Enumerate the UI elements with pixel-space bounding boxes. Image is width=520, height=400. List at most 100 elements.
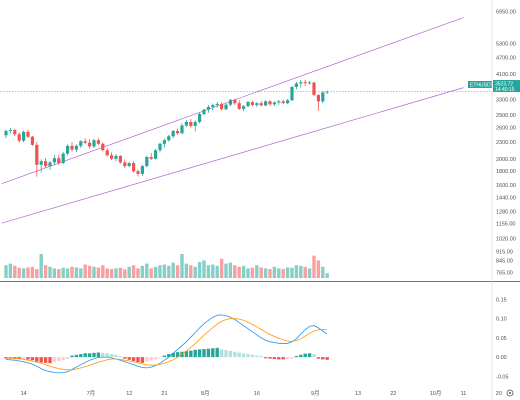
volume-bar [290,267,294,278]
time-axis[interactable]: 14 7月 12 21 8月 16 9月 13 22 10月 11 20 [21,390,502,397]
macd-histogram-bar [193,349,197,358]
candle-body [13,130,17,135]
macd-histogram-bar [294,355,299,358]
time-tick-label: 13 [355,391,361,397]
volume-bar [277,268,281,278]
volume-bar [61,267,65,278]
time-tick-label: 20 [496,391,502,397]
volume-bar [52,268,57,278]
volume-bar [303,266,307,278]
candle-body [39,161,43,165]
macd-histogram-bar [299,354,303,358]
signal-line [5,318,328,371]
macd-tick-label: 0.15 [496,298,507,304]
gear-icon[interactable] [506,389,514,397]
price-tick-label: 2300.00 [496,140,516,146]
candle-body [136,171,140,174]
volume-bar [312,255,316,278]
volume-bar [131,265,136,278]
macd-histogram-bar [87,353,92,358]
macd-histogram-bar [263,357,268,359]
volume-bar [39,254,43,278]
macd-histogram-bar [158,357,162,359]
trend-line [1,87,464,224]
price-tick-label: 2000.00 [496,157,516,163]
candle-body [264,101,268,106]
macd-histogram-bar [21,357,26,359]
candle-body [312,82,316,95]
macd-histogram-bar [131,357,136,361]
volume-bar [162,264,167,278]
price-tick-label: 4100.00 [496,72,516,78]
volume-bar [268,269,272,278]
time-tick-label: 10月 [430,390,442,397]
macd-histogram-bar [184,350,189,358]
volume-bar [65,268,70,278]
price-tick-label: 6950.00 [496,9,516,15]
macd-line [5,314,328,374]
time-tick-label: 7月 [87,390,96,397]
candle-body [316,94,320,102]
candle-body [74,145,78,150]
price-tick-label: 1020.00 [496,236,516,242]
time-tick-label: 11 [461,391,467,397]
price-tick-label: 4700.00 [496,56,516,62]
macd-histogram-bar [114,354,118,358]
volume-bar [224,263,228,278]
macd-tick-label: -0.05 [496,374,509,380]
price-tick-label: 1155.00 [496,222,515,228]
candle-body [303,82,307,84]
volume-bar [57,269,61,278]
macd-histogram-bar [285,357,290,360]
macd-histogram-bar [136,357,140,363]
volume-bar [74,267,79,278]
candle-body [198,114,202,122]
macd-histogram-bar [312,354,316,358]
candle-body [123,162,127,167]
volume-bar [241,265,246,278]
macd-histogram-bar [162,355,167,358]
candle-body [246,102,250,107]
candle-body [149,157,153,159]
volume-bar [149,268,153,278]
candle-body [167,136,171,141]
macd-histogram-bar [92,352,96,358]
volume-bar [79,268,83,278]
price-pane[interactable]: 6950.005300.004700.004100.003700.003300.… [0,9,516,278]
volume-bar [92,266,96,278]
macd-histogram-bar [255,355,259,358]
candle-body [281,101,285,104]
macd-histogram-bar [30,357,35,361]
volume-bar [219,258,224,278]
volume-bar [26,267,30,278]
time-tick-label: 22 [390,391,396,397]
candle-body [158,143,162,151]
candle-body [4,130,8,136]
volume-bar [233,265,237,278]
time-tick-label: 8月 [201,390,210,397]
countdown-label: 14:40:15 [495,87,515,93]
macd-histogram-bar [259,355,263,358]
volume-bar [263,268,268,278]
macd-histogram-bar [171,352,175,358]
candle-body [325,91,329,93]
macd-histogram-bar [197,349,202,358]
candle-body [70,145,74,150]
macd-histogram-bar [153,357,158,360]
candle-body [220,103,224,110]
volume-bar [321,266,325,278]
macd-histogram-bar [74,354,79,358]
volume-bar [184,263,189,278]
candle-body [48,162,52,167]
price-tick-label: 1280.00 [496,210,516,216]
volume-bar [87,265,92,278]
candle-body [184,121,188,126]
macd-pane[interactable]: 0.15 0.10 0.05 0.00 -0.05 [4,298,509,381]
volume-bar [272,266,277,278]
macd-histogram-bar [228,350,233,358]
candle-body [233,99,237,104]
volume-bar [48,266,52,278]
volume-bar [123,269,127,278]
last-price-label: 3523.72 [495,82,513,88]
macd-histogram-bar [316,357,321,359]
